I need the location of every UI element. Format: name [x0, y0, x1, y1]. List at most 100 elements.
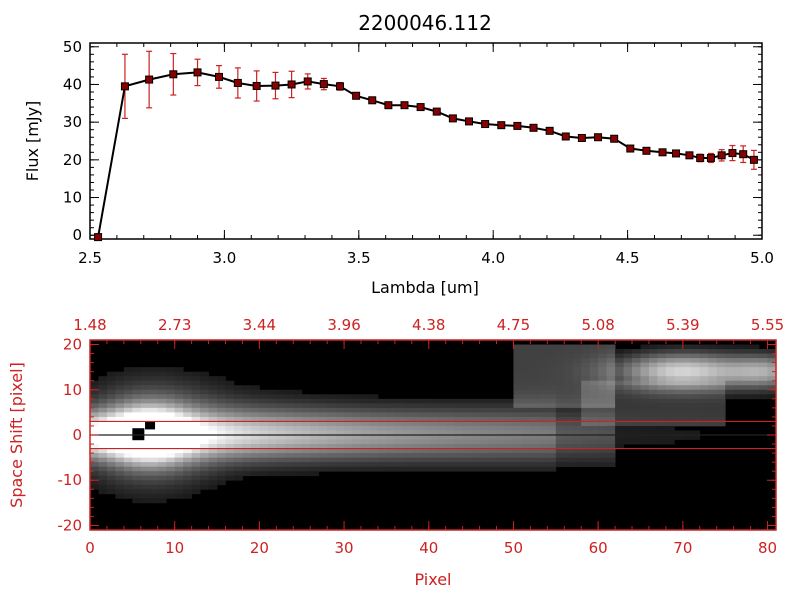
heatmap-cell: [513, 380, 523, 386]
heatmap-cell: [513, 407, 523, 413]
heatmap-cell: [589, 344, 599, 350]
heatmap-cell: [225, 439, 235, 445]
heatmap-cell: [488, 448, 497, 454]
image-x-tick-label: 10: [165, 539, 184, 557]
heatmap-cell: [183, 380, 193, 386]
heatmap-cell: [191, 425, 201, 431]
heatmap-cell: [623, 362, 633, 368]
heatmap-cell: [674, 412, 684, 418]
heatmap-cell: [547, 448, 557, 454]
heatmap-cell: [657, 430, 667, 436]
spectrum-data-point: [642, 146, 651, 155]
heatmap-cell: [521, 344, 531, 350]
heatmap-cell: [233, 403, 243, 409]
heatmap-cell: [352, 466, 362, 472]
heatmap-cell: [513, 453, 523, 459]
heatmap-cell: [547, 398, 557, 404]
heatmap-cell: [132, 444, 142, 449]
heatmap-cell: [106, 489, 116, 495]
heatmap-cell: [623, 385, 633, 391]
heatmap-cell: [259, 430, 269, 436]
heatmap-cell: [233, 394, 243, 400]
heatmap-cell: [276, 430, 286, 436]
heatmap-cell: [310, 421, 320, 427]
heatmap-cell: [344, 448, 353, 454]
heatmap-cell: [98, 394, 108, 400]
spectrum-data-point: [384, 101, 393, 110]
heatmap-cell: [191, 484, 201, 490]
heatmap-cell: [352, 398, 362, 404]
heatmap-cell: [589, 462, 599, 468]
heatmap-cell: [513, 371, 523, 377]
heatmap-cell: [623, 380, 633, 386]
heatmap-cell: [115, 493, 125, 499]
heatmap-cell: [267, 471, 277, 477]
heatmap-cell: [217, 425, 226, 431]
heatmap-cell: [200, 425, 209, 431]
heatmap-cell: [377, 444, 387, 449]
heatmap-cell: [301, 398, 311, 404]
heatmap-cell: [521, 457, 531, 463]
heatmap-cell: [90, 416, 99, 422]
heatmap-cell: [581, 380, 591, 386]
heatmap-cell: [242, 425, 252, 431]
heatmap-cell: [327, 444, 337, 449]
heatmap-cell: [166, 385, 176, 391]
heatmap-cell: [572, 412, 582, 418]
heatmap-cell: [750, 376, 760, 382]
image-x-tick-label: 0: [85, 539, 95, 557]
heatmap-cell: [606, 439, 616, 445]
heatmap-cell: [665, 344, 675, 350]
heatmap-cell: [361, 448, 370, 454]
heatmap-cell: [589, 444, 599, 449]
heatmap-cell: [267, 394, 277, 400]
heatmap-cell: [530, 380, 540, 386]
heatmap-cell: [157, 416, 167, 422]
heatmap-cell: [132, 475, 142, 481]
heatmap-cell: [742, 371, 751, 377]
heatmap-cell: [420, 453, 430, 459]
heatmap-cell: [674, 358, 684, 364]
heatmap-cell: [217, 398, 226, 404]
heatmap-cell: [335, 403, 345, 409]
heatmap-cell: [242, 444, 252, 449]
heatmap-cell: [90, 484, 99, 490]
heatmap-cell: [225, 475, 235, 481]
heatmap-cell: [132, 376, 142, 382]
heatmap-cell: [293, 471, 303, 477]
heatmap-cell: [479, 403, 489, 409]
heatmap-cell: [361, 412, 370, 418]
heatmap-cell: [716, 367, 726, 373]
heatmap-cell: [513, 353, 523, 359]
heatmap-cell: [301, 448, 311, 454]
heatmap-cell: [200, 430, 209, 436]
heatmap-cell: [369, 430, 379, 436]
heatmap-cell: [250, 398, 260, 404]
heatmap-cell: [174, 367, 184, 373]
heatmap-cell: [123, 412, 133, 418]
heatmap-cell: [572, 430, 582, 436]
heatmap-cell: [106, 471, 116, 477]
heatmap-cell: [471, 444, 480, 449]
heatmap-cell: [742, 358, 751, 364]
heatmap-cell: [166, 466, 176, 472]
heatmap-cell: [208, 407, 218, 413]
heatmap-cell: [200, 462, 209, 468]
heatmap-cell: [242, 430, 252, 436]
heatmap-cell: [284, 416, 294, 422]
heatmap-cell: [377, 407, 387, 413]
heatmap-cell: [521, 462, 531, 468]
heatmap-cell: [183, 484, 193, 490]
heatmap-cell: [581, 385, 591, 391]
heatmap-cell: [174, 439, 184, 445]
heatmap-cell: [665, 358, 675, 364]
heatmap-cell: [166, 425, 176, 431]
heatmap-cell: [259, 425, 269, 431]
heatmap-cell: [513, 403, 523, 409]
heatmap-cell: [598, 416, 608, 422]
heatmap-cell: [716, 385, 726, 391]
heatmap-cell: [606, 367, 616, 373]
heatmap-cell: [115, 466, 125, 472]
heatmap-cell: [259, 407, 269, 413]
heatmap-cell: [377, 448, 387, 454]
